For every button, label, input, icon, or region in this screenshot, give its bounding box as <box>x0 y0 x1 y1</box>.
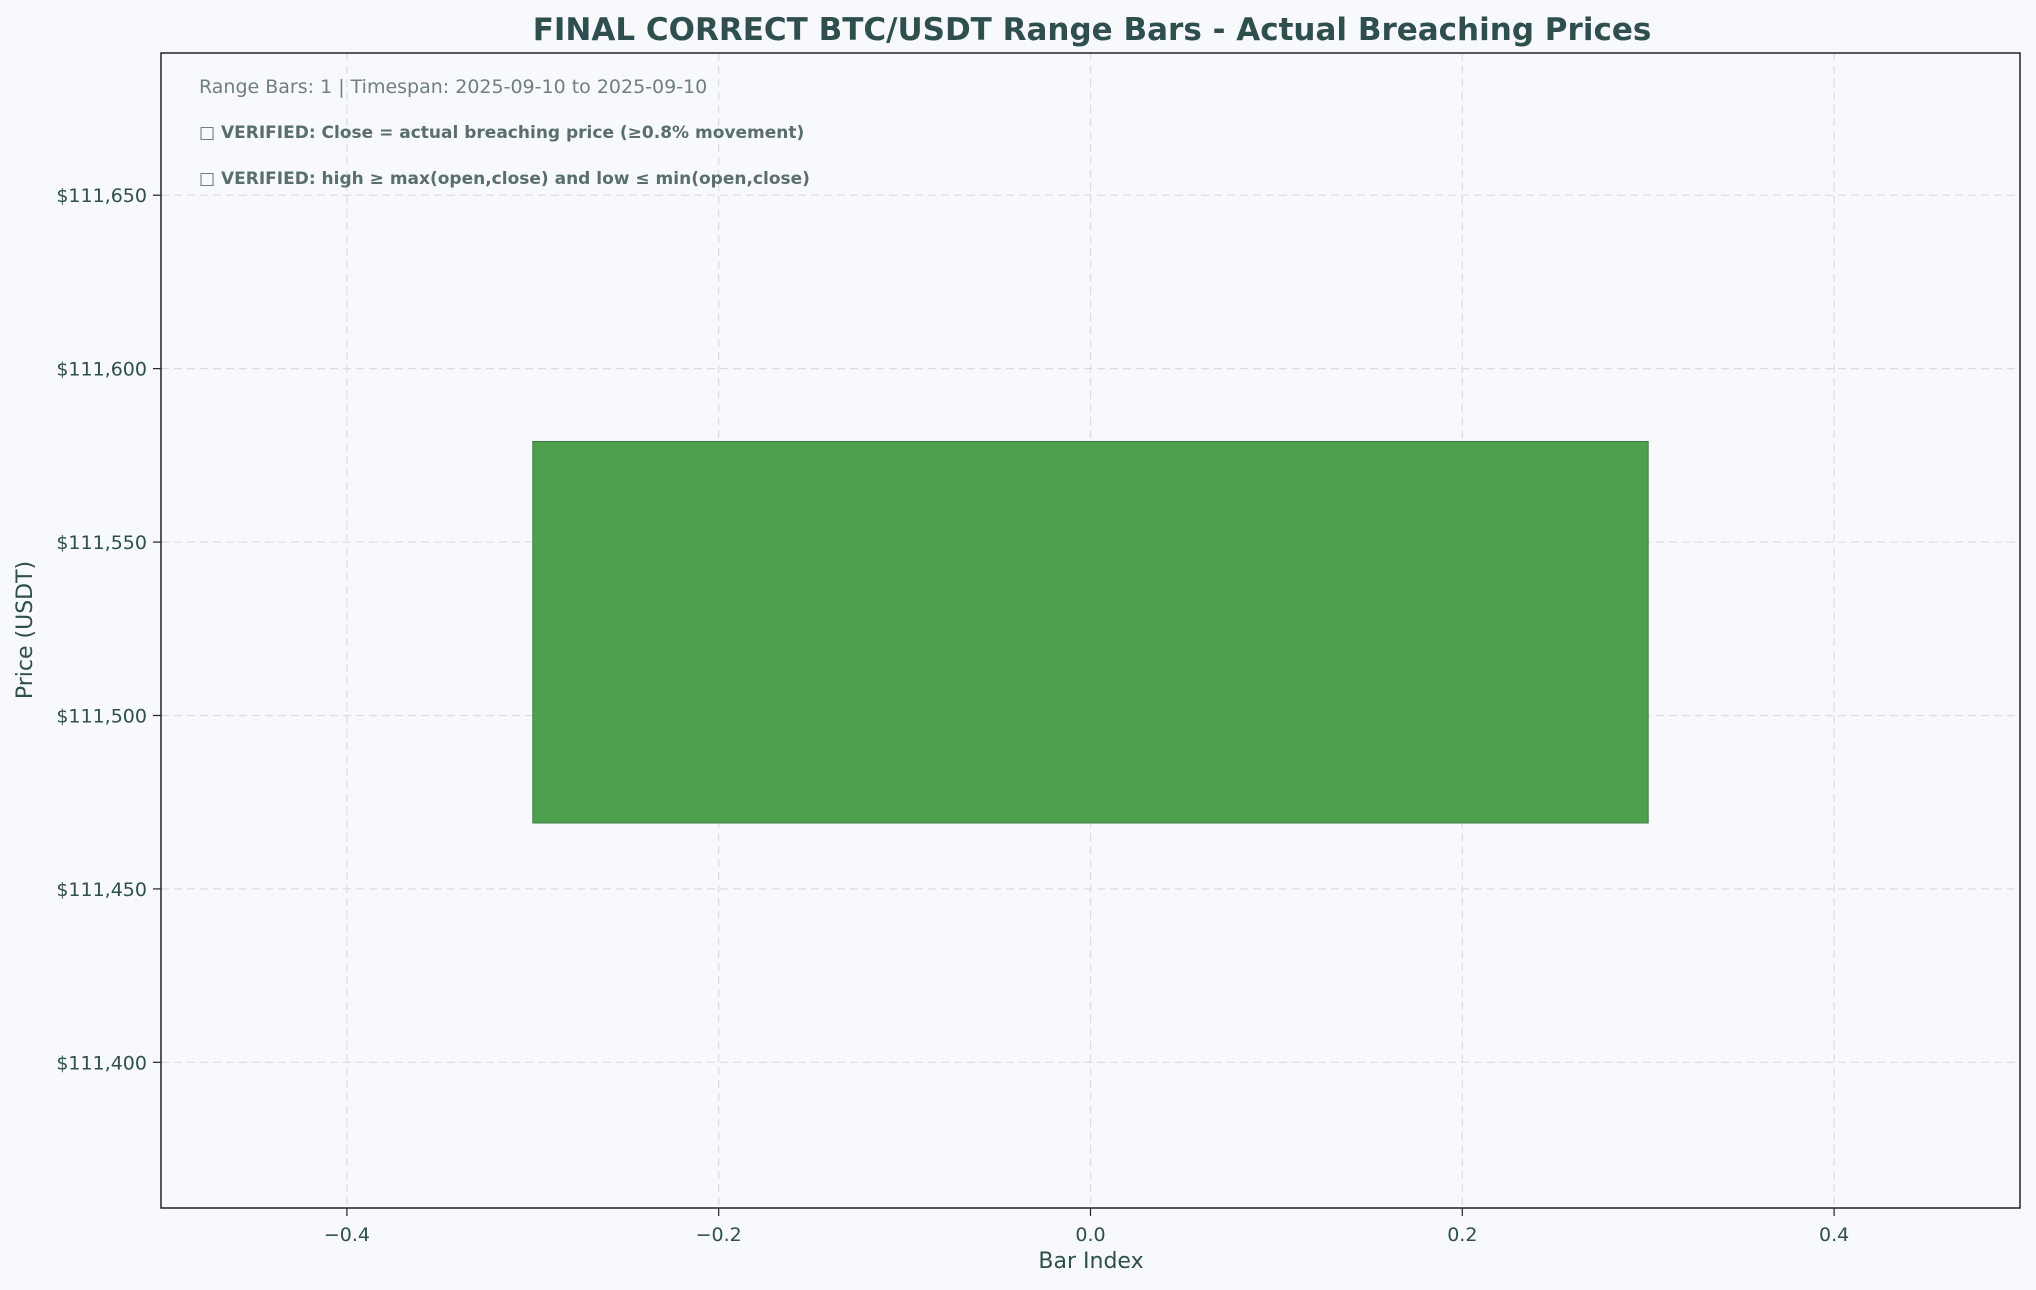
y-tick-label: $111,400 <box>56 1052 147 1074</box>
range-bar <box>532 440 1649 824</box>
x-tick-label: −0.2 <box>696 1224 742 1246</box>
x-tick-label: −0.4 <box>324 1224 370 1246</box>
bars-group <box>532 440 1649 824</box>
x-tick-label: 0.2 <box>1447 1224 1477 1246</box>
annotation-verified-high-low: □ VERIFIED: high ≥ max(open,close) and l… <box>199 169 810 189</box>
x-axis-ticks: −0.4 −0.2 0.0 0.2 0.4 <box>324 1208 1849 1246</box>
annotation-range-info: Range Bars: 1 | Timespan: 2025-09-10 to … <box>199 76 707 98</box>
y-axis-label: Price (USDT) <box>13 561 38 699</box>
y-tick-label: $111,600 <box>56 359 147 381</box>
x-tick-label: 0.4 <box>1819 1224 1849 1246</box>
y-tick-label: $111,450 <box>56 879 147 901</box>
annotation-verified-close: □ VERIFIED: Close = actual breaching pri… <box>199 123 804 143</box>
x-axis-label: Bar Index <box>1038 1249 1143 1274</box>
chart-title: FINAL CORRECT BTC/USDT Range Bars - Actu… <box>533 12 1652 48</box>
y-tick-label: $111,500 <box>56 705 147 727</box>
y-tick-label: $111,550 <box>56 532 147 554</box>
y-tick-label: $111,650 <box>56 185 147 207</box>
x-tick-label: 0.0 <box>1075 1224 1105 1246</box>
y-axis-ticks: $111,400 $111,450 $111,500 $111,550 $111,600… <box>56 185 161 1074</box>
